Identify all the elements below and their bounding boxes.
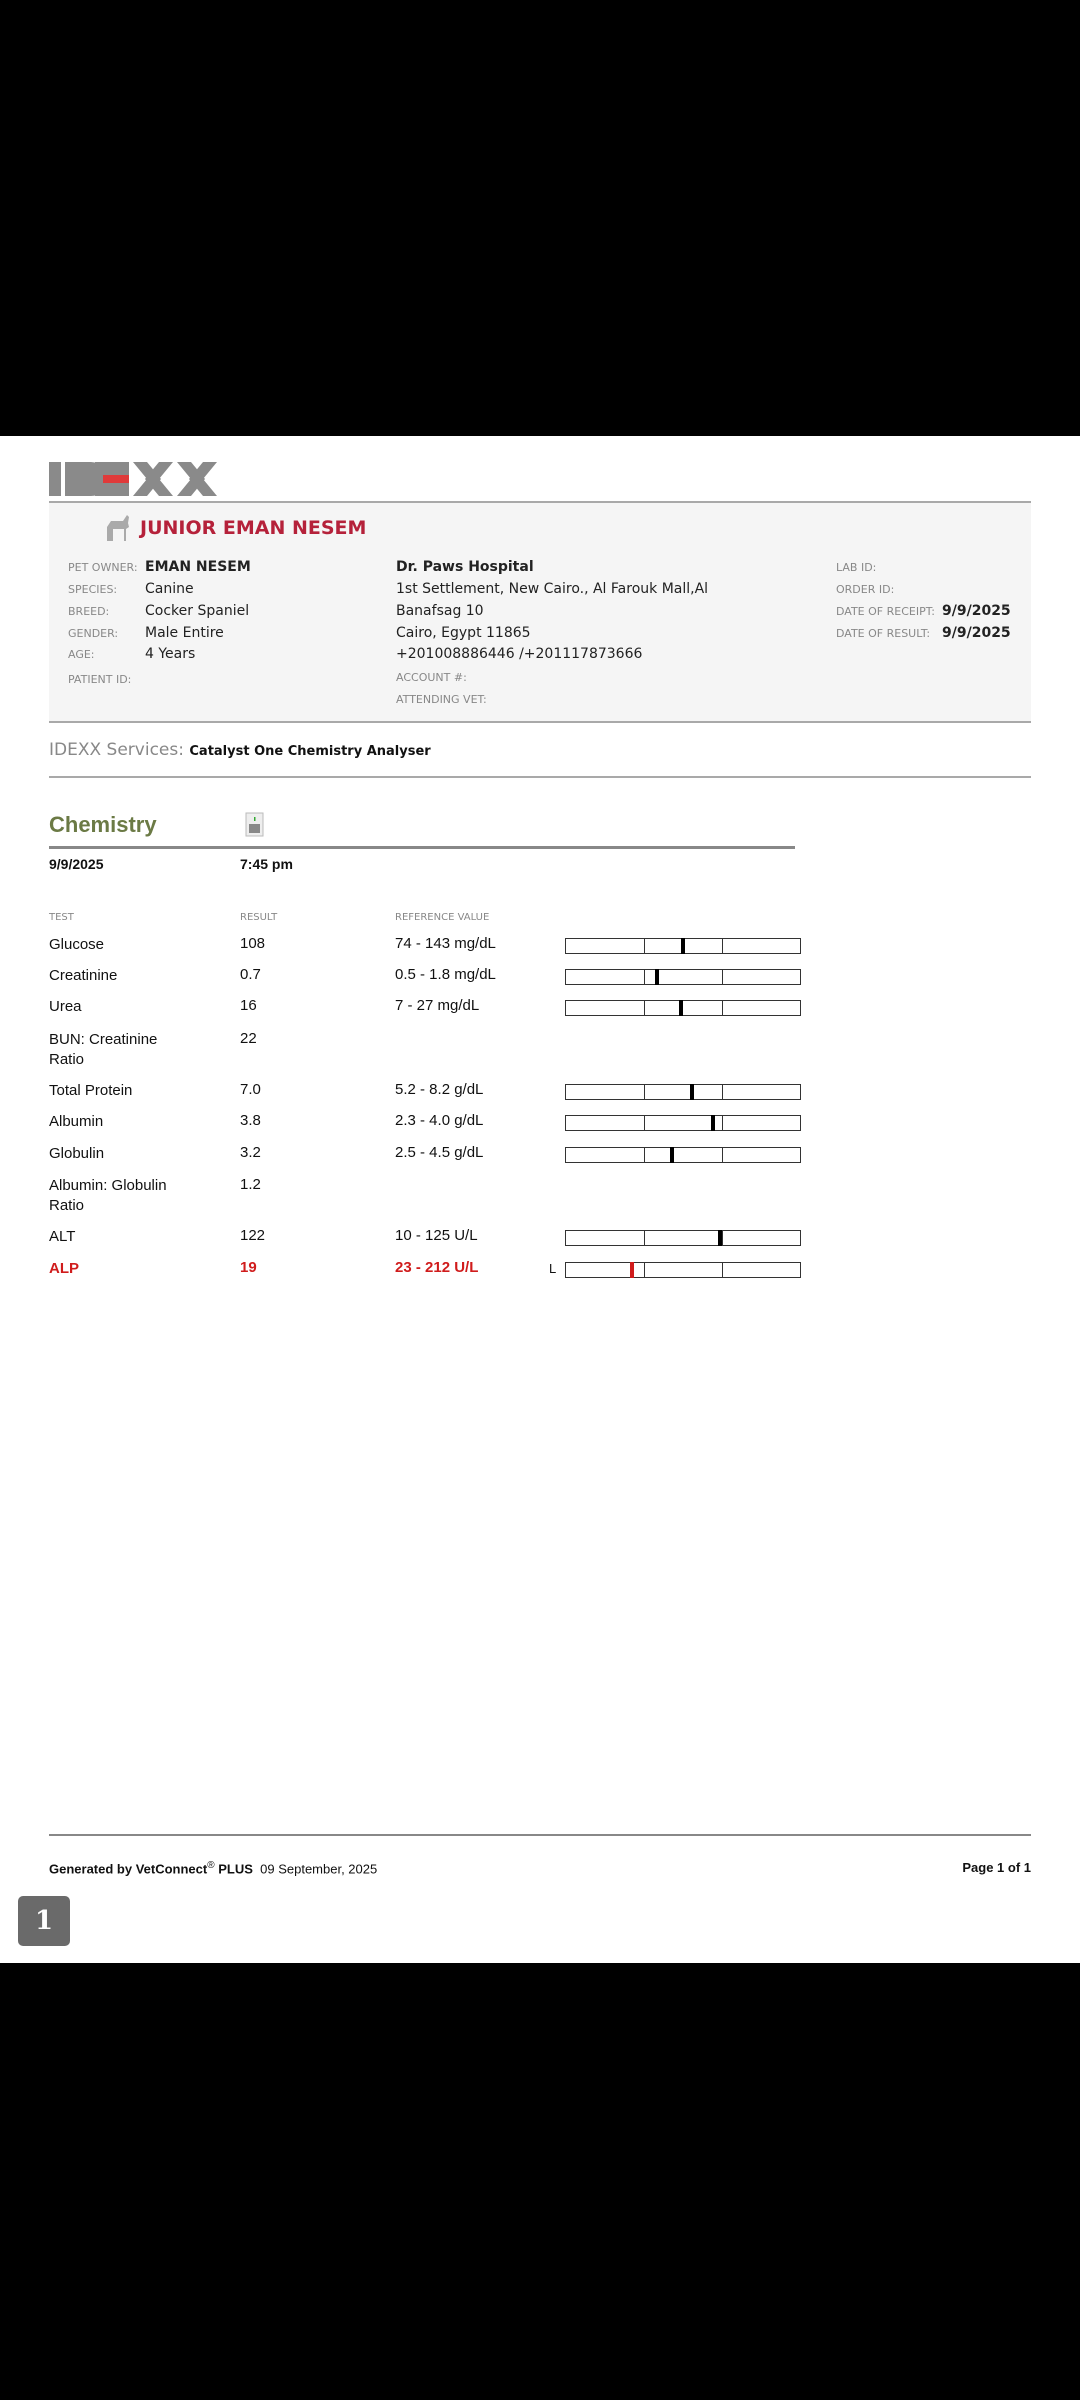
test-name: ALT	[49, 1228, 76, 1245]
test-result: 16	[240, 997, 257, 1014]
range-bar	[565, 969, 801, 985]
test-reference: 10 - 125 U/L	[395, 1227, 478, 1244]
range-bar	[565, 1000, 801, 1016]
patient-name-row: JUNIOR EMAN NESEM	[104, 515, 366, 541]
col-result: RESULT	[240, 912, 278, 923]
patient-field-value: EMAN NESEM	[145, 559, 251, 575]
test-name: Globulin	[49, 1145, 105, 1162]
patient-field-label: BREED:	[68, 605, 110, 618]
id-field-label: DATE OF RECEIPT:	[836, 605, 935, 618]
generated-by: Generated by VetConnect	[49, 1861, 208, 1877]
section-time: 7:45 pm	[240, 856, 293, 872]
test-name: Creatinine	[49, 967, 118, 984]
test-result: 108	[240, 935, 266, 952]
section-title: Chemistry	[49, 812, 157, 837]
range-bar	[565, 938, 801, 954]
footer-generated: Generated by VetConnect® PLUS 09 Septemb…	[49, 1860, 377, 1876]
col-test: TEST	[49, 912, 74, 923]
id-field-label: LAB ID:	[836, 561, 877, 574]
patient-field-label: AGE:	[68, 648, 95, 661]
test-result: 7.0	[240, 1081, 261, 1098]
page-number: Page 1 of 1	[962, 1860, 1031, 1875]
patient-field-value: 4 Years	[145, 646, 196, 662]
test-name: Glucose	[49, 936, 105, 953]
patient-field-label: PET OWNER:	[68, 561, 138, 574]
result-marker	[718, 1230, 723, 1246]
test-name: Total Protein	[49, 1082, 133, 1099]
range-bar	[565, 1115, 801, 1131]
test-reference: 2.3 - 4.0 g/dL	[395, 1112, 484, 1129]
test-reference: 23 - 212 U/L	[395, 1259, 479, 1276]
clinic-name: Dr. Paws Hospital	[396, 559, 534, 575]
generated-date: 09 September, 2025	[260, 1861, 378, 1877]
test-result: 3.2	[240, 1144, 261, 1161]
clinic-address-2: Banafsag 10	[396, 603, 484, 619]
col-reference: REFERENCE VALUE	[395, 912, 490, 923]
test-result: 19	[240, 1259, 257, 1276]
attending-vet-label: ATTENDING VET:	[396, 693, 487, 706]
result-marker	[670, 1147, 675, 1163]
services-line: IDEXX Services: Catalyst One Chemistry A…	[49, 740, 431, 760]
page-badge[interactable]: 1	[18, 1896, 70, 1946]
id-field-value: 9/9/2025	[942, 625, 1011, 641]
clinic-address-1: 1st Settlement, New Cairo., Al Farouk Ma…	[396, 581, 709, 597]
services-value: Catalyst One Chemistry Analyser	[189, 744, 431, 759]
plus-label: PLUS	[218, 1861, 253, 1877]
range-bar	[565, 1147, 801, 1163]
test-reference: 0.5 - 1.8 mg/dL	[395, 966, 496, 983]
test-name: BUN: Creatinine Ratio	[49, 1031, 158, 1068]
id-field-label: DATE OF RESULT:	[836, 627, 931, 640]
patient-field-value: Male Entire	[145, 625, 224, 641]
range-bar	[565, 1084, 801, 1100]
test-reference: 5.2 - 8.2 g/dL	[395, 1081, 484, 1098]
test-name: Albumin: Globulin Ratio	[49, 1177, 167, 1214]
test-result: 3.8	[240, 1112, 261, 1129]
result-marker	[681, 938, 685, 954]
section-date: 9/9/2025	[49, 856, 104, 872]
result-marker	[678, 1000, 683, 1016]
test-result: 0.7	[240, 966, 261, 983]
clinic-address-3: Cairo, Egypt 11865	[396, 625, 531, 641]
result-marker	[711, 1115, 716, 1131]
result-marker	[629, 1262, 634, 1278]
patient-field-value: Cocker Spaniel	[145, 603, 250, 619]
account-label: ACCOUNT #:	[396, 671, 467, 684]
test-name: Albumin	[49, 1113, 104, 1130]
patient-field-label: SPECIES:	[68, 583, 118, 596]
report-page: JUNIOR EMAN NESEM PET OWNER: EMAN NESEM SP…	[0, 436, 1080, 1963]
registered-mark: ®	[207, 1860, 215, 1871]
test-reference: 74 - 143 mg/dL	[395, 935, 496, 952]
test-name: ALP	[49, 1260, 79, 1277]
dog-icon	[107, 515, 129, 541]
patient-field-value: Canine	[145, 581, 194, 597]
test-name: Urea	[49, 998, 82, 1015]
id-field-value: 9/9/2025	[942, 603, 1011, 619]
range-bar	[565, 1262, 801, 1278]
test-result: 1.2	[240, 1176, 261, 1193]
services-label: IDEXX Services:	[49, 740, 184, 760]
test-result: 122	[240, 1227, 266, 1244]
id-field-label: ORDER ID:	[836, 583, 895, 596]
test-reference: 7 - 27 mg/dL	[395, 997, 480, 1014]
clinic-phone: +201008886446 /+201117873666	[396, 646, 643, 662]
patient-field-label: PATIENT ID:	[68, 673, 132, 686]
patient-info-panel: JUNIOR EMAN NESEM PET OWNER: EMAN NESEM SP…	[49, 503, 1031, 723]
result-marker	[690, 1084, 695, 1100]
test-reference: 2.5 - 4.5 g/dL	[395, 1144, 484, 1161]
patient-field-label: GENDER:	[68, 627, 119, 640]
patient-name: JUNIOR EMAN NESEM	[140, 517, 367, 539]
flag-indicator: L	[549, 1261, 557, 1276]
result-marker	[655, 969, 660, 985]
idexx-logo	[49, 462, 217, 496]
analyzer-icon	[245, 812, 264, 837]
range-bar	[565, 1230, 801, 1246]
test-result: 22	[240, 1030, 257, 1047]
